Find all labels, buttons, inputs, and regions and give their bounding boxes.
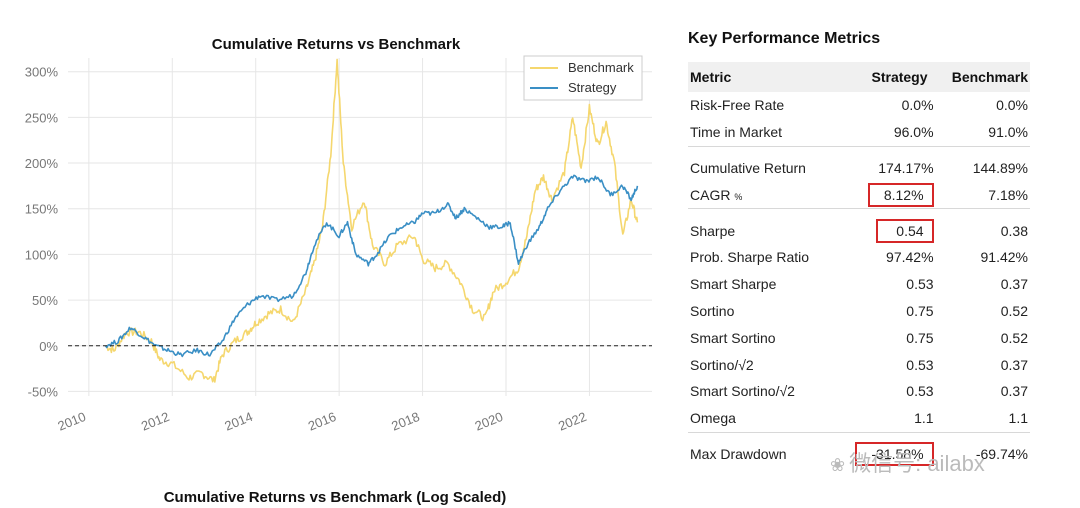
- strategy-value: 0.75: [906, 302, 934, 319]
- header-benchmark: Benchmark: [933, 62, 1030, 92]
- strategy-value: 0.53: [906, 356, 934, 373]
- metric-label: Smart Sortino: [690, 329, 776, 346]
- strategy-value: 0.53: [906, 276, 934, 293]
- y-tick-label: 50%: [32, 293, 58, 308]
- y-tick-label: 300%: [25, 65, 59, 80]
- benchmark-value: 0.52: [1000, 302, 1028, 319]
- legend-label-benchmark: Benchmark: [568, 60, 634, 75]
- metric-label: Omega: [690, 410, 736, 427]
- highlighted-cagr-value: 8.12%: [867, 182, 934, 207]
- table-row: Time in Market 96.0% 91.0%: [688, 119, 1030, 146]
- metric-label: Time in Market: [690, 124, 783, 141]
- cagr-percent-symbol: %: [734, 191, 743, 202]
- metric-label: Max Drawdown: [690, 445, 787, 462]
- metric-label: CAGR %: [688, 181, 837, 208]
- metric-label: Risk-Free Rate: [690, 97, 785, 114]
- x-tick-label: 2018: [389, 409, 421, 434]
- strategy-value: 96.0%: [893, 124, 934, 141]
- table-row: Smart Sortino 0.75 0.52: [688, 324, 1030, 351]
- y-tick-label: 100%: [25, 247, 59, 262]
- highlighted-max-drawdown-value: -31.58%: [855, 441, 934, 466]
- wechat-icon: ❀: [830, 455, 846, 475]
- watermark: ❀ 微信号: ailabx: [830, 446, 985, 478]
- metric-label: Prob. Sharpe Ratio: [690, 249, 810, 266]
- strategy-value: -31.58%: [837, 441, 934, 468]
- row-separator: [688, 208, 1030, 218]
- metric-label: Sortino: [690, 302, 735, 319]
- strategy-value: 8.12%: [837, 181, 934, 208]
- metrics-header-row: Metric Strategy Benchmark: [688, 62, 1030, 92]
- table-row: Sortino/√2 0.53 0.37: [688, 351, 1030, 378]
- benchmark-value: 7.18%: [988, 186, 1028, 203]
- table-row: Smart Sortino/√2 0.53 0.37: [688, 378, 1030, 405]
- log-scaled-chart-title: Cumulative Returns vs Benchmark (Log Sca…: [163, 489, 507, 506]
- x-tick-label: 2020: [473, 409, 505, 434]
- metric-label: Smart Sortino/√2: [690, 383, 795, 400]
- y-tick-label: 150%: [25, 202, 59, 217]
- metrics-table: Metric Strategy Benchmark Risk-Free Rate…: [688, 62, 1030, 467]
- benchmark-value: 91.42%: [980, 249, 1028, 266]
- metric-label: Cumulative Return: [690, 159, 806, 176]
- y-tick-label: -50%: [28, 384, 59, 399]
- y-tick-label: 250%: [25, 110, 59, 125]
- series-line-benchmark: [105, 58, 639, 383]
- metric-label: Sharpe: [690, 222, 736, 239]
- table-row: Smart Sharpe 0.53 0.37: [688, 271, 1030, 298]
- strategy-value: 0.53: [906, 383, 934, 400]
- benchmark-value: -69.74%: [975, 445, 1028, 462]
- x-tick-label: 2022: [556, 409, 588, 434]
- benchmark-value: 1.1: [1008, 410, 1028, 427]
- benchmark-value: 144.89%: [972, 159, 1028, 176]
- cagr-label: CAGR: [690, 186, 731, 203]
- benchmark-value: 0.37: [1000, 276, 1028, 293]
- header-metric: Metric: [688, 62, 838, 92]
- table-row: Cumulative Return 174.17% 144.89%: [688, 155, 1030, 182]
- y-tick-label: 200%: [25, 156, 59, 171]
- strategy-value: 0.75: [906, 329, 934, 346]
- metrics-title: Key Performance Metrics: [688, 30, 881, 47]
- table-row: Risk-Free Rate 0.0% 0.0%: [688, 92, 1030, 119]
- metric-label: Sortino/√2: [690, 356, 754, 373]
- benchmark-value: 0.38: [1000, 222, 1028, 239]
- metric-label: Smart Sharpe: [690, 276, 777, 293]
- row-separator: [688, 431, 1030, 441]
- strategy-value: 174.17%: [878, 159, 934, 176]
- benchmark-value: 0.37: [1000, 356, 1028, 373]
- cumulative-returns-chart: Cumulative Returns vs Benchmark 300% 250%…: [25, 36, 652, 506]
- chart-title: Cumulative Returns vs Benchmark: [212, 36, 461, 53]
- key-performance-metrics: Key Performance Metrics Metric Strategy …: [688, 30, 1030, 467]
- x-tick-label: 2014: [222, 409, 254, 434]
- row-separator: [688, 145, 1030, 155]
- x-tick-label: 2016: [306, 409, 338, 434]
- x-tick-label: 2010: [56, 409, 88, 434]
- series-line-strategy: [104, 174, 639, 358]
- strategy-value: 0.54: [837, 217, 934, 244]
- table-row: Sortino 0.75 0.52: [688, 298, 1030, 325]
- strategy-value: 0.0%: [901, 97, 934, 114]
- watermark-text: 微信号: ailabx: [849, 451, 985, 476]
- table-row: CAGR % 8.12% 7.18%: [688, 181, 1030, 208]
- benchmark-value: 0.52: [1000, 329, 1028, 346]
- table-row: Prob. Sharpe Ratio 97.42% 91.42%: [688, 244, 1030, 271]
- table-row: Omega 1.1 1.1: [688, 405, 1030, 432]
- strategy-value: 97.42%: [886, 249, 934, 266]
- benchmark-value: 0.0%: [996, 97, 1028, 114]
- legend-label-strategy: Strategy: [568, 80, 617, 95]
- chart-svg: Cumulative Returns vs Benchmark 300% 250%…: [25, 36, 652, 434]
- header-strategy: Strategy: [837, 62, 934, 92]
- table-row: Max Drawdown -31.58% -69.74%: [688, 441, 1030, 468]
- benchmark-value: 91.0%: [988, 124, 1028, 141]
- x-tick-label: 2012: [139, 409, 171, 434]
- y-tick-label: 0%: [39, 339, 58, 354]
- benchmark-value: 0.37: [1000, 383, 1028, 400]
- strategy-value: 1.1: [914, 410, 934, 427]
- table-row: Sharpe 0.54 0.38: [688, 217, 1030, 244]
- legend-box: [523, 55, 643, 101]
- highlighted-sharpe-value: 0.54: [876, 218, 934, 243]
